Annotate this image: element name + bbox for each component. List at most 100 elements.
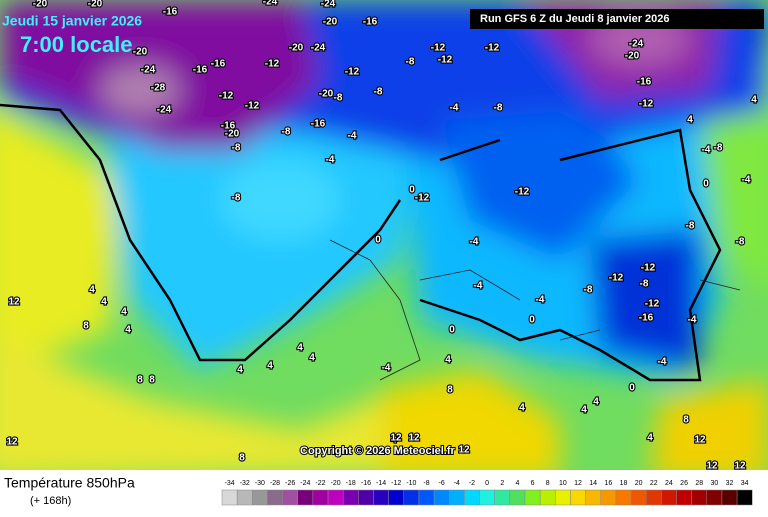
contour-label: 4 (309, 353, 315, 364)
contour-label: 4 (581, 405, 587, 416)
contour-label: -8 (232, 143, 241, 154)
forecast-time: 7:00 locale (20, 32, 133, 57)
contour-label: -24 (311, 43, 326, 54)
colorbar-label: 2 (500, 480, 504, 487)
contour-label: 4 (125, 325, 131, 336)
contour-label: -12 (639, 99, 654, 110)
colorbar-cell (418, 489, 435, 506)
contour-label: -4 (348, 131, 357, 142)
contour-label: -12 (431, 43, 446, 54)
colorbar-cell (464, 489, 480, 506)
colorbar-cell (494, 489, 511, 506)
contour-label: 12 (694, 435, 706, 446)
colorbar-label: -30 (255, 480, 265, 487)
contour-label: 0 (449, 325, 455, 336)
colorbar-label: -10 (406, 480, 416, 487)
colorbar-label: -22 (315, 480, 325, 487)
colorbar-cell (691, 489, 708, 506)
colorbar-cell (721, 489, 738, 506)
contour-label: 12 (734, 461, 746, 472)
colorbar-label: 22 (650, 480, 658, 487)
colorbar-cell (524, 489, 541, 506)
run-box (470, 9, 764, 29)
contour-label: -16 (637, 77, 652, 88)
colorbar-label: -4 (454, 480, 460, 487)
run-info: Run GFS 6 Z du Jeudi 8 janvier 2026 (480, 13, 670, 25)
colorbar-cell (539, 489, 556, 506)
contour-label: 4 (267, 361, 273, 372)
colorbar-label: 12 (574, 480, 582, 487)
contour-label: 4 (297, 343, 303, 354)
colorbar-cell (509, 489, 526, 506)
contour-label: -8 (686, 221, 695, 232)
colorbar-label: 4 (515, 480, 519, 487)
colorbar-cell (373, 489, 389, 506)
contour-label: -16 (311, 119, 326, 130)
contour-label: 8 (447, 385, 453, 396)
contour-label: -4 (658, 357, 667, 368)
contour-label: -12 (415, 193, 430, 204)
colorbar-cell (297, 489, 314, 506)
contour-label: -20 (319, 89, 334, 100)
colorbar-cell (312, 489, 329, 506)
contour-label: 4 (687, 115, 693, 126)
colorbar-cell (479, 489, 495, 506)
colorbar-cell (221, 489, 238, 506)
contour-label: 8 (149, 375, 155, 386)
colorbar-cell (615, 489, 632, 506)
colorbar-cell (630, 489, 647, 506)
contour-label: 4 (751, 95, 757, 106)
contour-label: 12 (408, 433, 420, 444)
contour-label: 4 (391, 435, 397, 446)
contour-label: -4 (470, 237, 479, 248)
contour-label: -12 (265, 59, 280, 70)
contour-label: -8 (334, 93, 343, 104)
contour-label: 8 (137, 375, 143, 386)
contour-label: 8 (83, 321, 89, 332)
contour-label: 4 (89, 285, 95, 296)
colorbar-label: 16 (604, 480, 612, 487)
contour-label: -8 (282, 127, 291, 138)
colorbar-label: 0 (485, 480, 489, 487)
colorbar-label: -14 (376, 480, 386, 487)
contour-label: 4 (519, 403, 525, 414)
contour-label: -4 (382, 363, 391, 374)
forecast-date: Jeudi 15 janvier 2026 (2, 13, 142, 29)
contour-label: -24 (321, 0, 336, 10)
contour-label: -28 (151, 83, 166, 94)
contour-label: 0 (409, 185, 415, 196)
colorbar-cell (570, 489, 586, 506)
colorbar-cell (236, 489, 253, 506)
contour-label: -12 (645, 299, 660, 310)
colorbar-label: -16 (361, 480, 371, 487)
contour-label: -8 (374, 87, 383, 98)
contour-label: -20 (33, 0, 48, 10)
colorbar-cell (403, 489, 420, 506)
contour-label: 4 (647, 433, 653, 444)
contour-label: -4 (742, 175, 751, 186)
temperature-field (0, 0, 768, 470)
contour-label: 8 (239, 453, 245, 464)
contour-label: 0 (629, 383, 635, 394)
colorbar-cell (645, 489, 662, 506)
contour-label: -4 (326, 155, 335, 166)
contour-label: -12 (245, 101, 260, 112)
contour-label: -12 (438, 55, 453, 66)
colorbar-cell (661, 489, 677, 506)
contour-label: -12 (219, 91, 234, 102)
contour-label: -24 (141, 65, 156, 76)
footer-subtitle: (+ 168h) (30, 495, 71, 507)
contour-label: 12 (458, 445, 470, 456)
contour-label: -12 (609, 273, 624, 284)
colorbar-label: 34 (741, 480, 749, 487)
contour-label: -24 (263, 0, 278, 8)
colorbar-label: 14 (589, 480, 597, 487)
colorbar-label: -2 (469, 480, 475, 487)
contour-label: -8 (736, 237, 745, 248)
copyright: Copyright © 2026 Meteociel.fr (300, 445, 456, 457)
contour-label: -16 (193, 65, 208, 76)
contour-label: 8 (683, 415, 689, 426)
contour-label: 12 (706, 461, 718, 472)
colorbar-cell (252, 489, 268, 506)
colorbar-label: 8 (546, 480, 550, 487)
